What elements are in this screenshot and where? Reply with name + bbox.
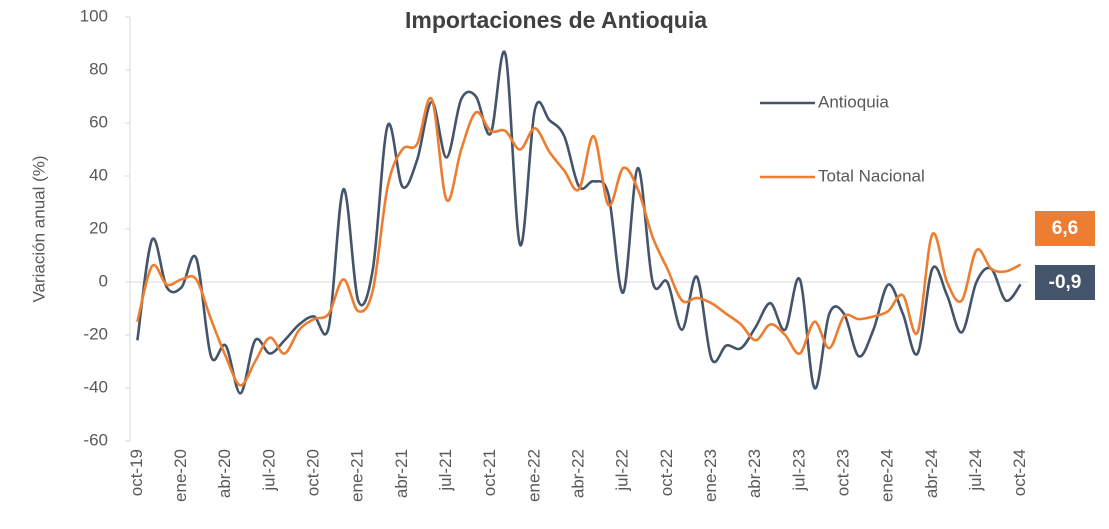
- x-tick-label: oct-21: [480, 449, 499, 496]
- x-tick-label: jul-24: [966, 449, 985, 492]
- end-label: 6,6: [1052, 218, 1078, 239]
- x-tick-label: jul-22: [613, 449, 632, 492]
- x-tick-label: abr-21: [392, 449, 411, 498]
- y-tick-label: -20: [83, 324, 108, 343]
- y-tick-label: 40: [89, 165, 108, 184]
- x-tick-label: oct-24: [1010, 449, 1029, 496]
- x-tick-label: oct-23: [833, 449, 852, 496]
- y-tick-label: 100: [80, 6, 108, 25]
- legend-label: Antioquia: [818, 92, 889, 111]
- y-tick-label: 20: [89, 218, 108, 237]
- x-tick-label: ene-24: [878, 449, 897, 502]
- y-axis-label: Variación anual (%): [29, 155, 48, 302]
- x-tick-label: oct-19: [127, 449, 146, 496]
- x-tick-label: oct-22: [657, 449, 676, 496]
- x-tick-label: ene-23: [701, 449, 720, 502]
- y-tick-label: 80: [89, 59, 108, 78]
- end-label-box: [1035, 211, 1095, 246]
- legend-label: Total Nacional: [818, 166, 925, 185]
- chart-title: Importaciones de Antioquia: [405, 7, 707, 33]
- end-label-box: [1035, 265, 1095, 300]
- x-tick-label: jul-20: [259, 449, 278, 492]
- x-tick-label: oct-20: [304, 449, 323, 496]
- series-line: [136, 96, 1022, 387]
- x-tick-label: ene-20: [171, 449, 190, 502]
- y-tick-label: -40: [83, 377, 108, 396]
- y-tick-label: 60: [89, 112, 108, 131]
- x-tick-label: jul-21: [436, 449, 455, 492]
- y-tick-label: -60: [83, 430, 108, 449]
- x-tick-label: ene-21: [348, 449, 367, 502]
- y-tick-label: 0: [99, 271, 108, 290]
- x-tick-label: abr-24: [922, 449, 941, 498]
- end-label: -0,9: [1049, 272, 1082, 293]
- x-tick-label: jul-23: [789, 449, 808, 492]
- x-tick-label: ene-22: [524, 449, 543, 502]
- x-tick-label: abr-20: [215, 449, 234, 498]
- series-line: [136, 50, 1022, 395]
- x-tick-label: abr-22: [568, 449, 587, 498]
- x-tick-label: abr-23: [745, 449, 764, 498]
